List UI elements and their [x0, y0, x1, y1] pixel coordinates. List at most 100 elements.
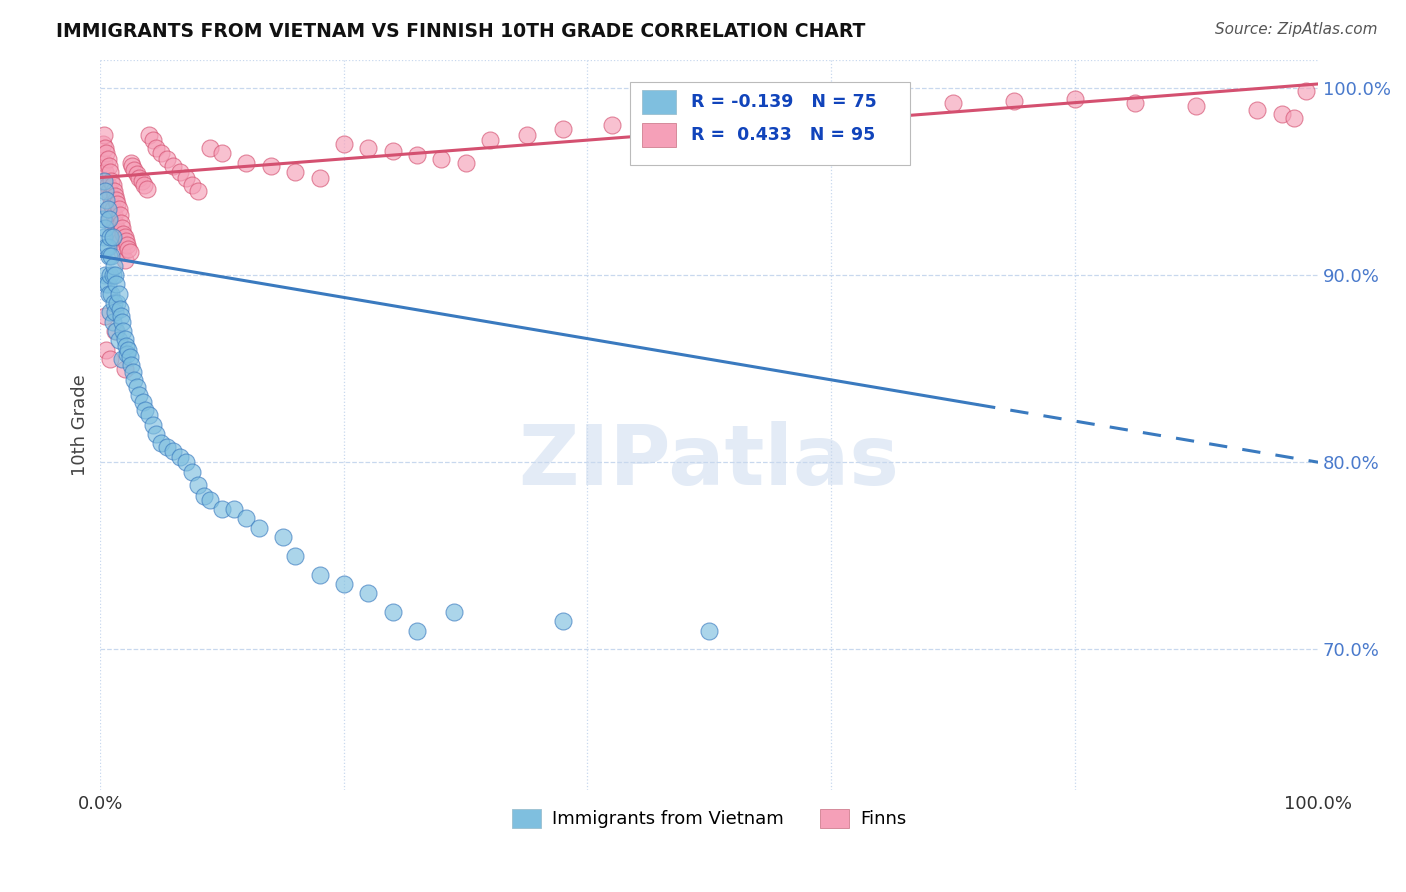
Point [111, 221, 134, 235]
Point [138, 409, 160, 423]
FancyBboxPatch shape [643, 123, 676, 147]
Point [115, 238, 138, 252]
Point [120, 155, 142, 169]
Point [145, 427, 167, 442]
Point [118, 351, 141, 365]
Point [260, 159, 283, 173]
Point [115, 346, 138, 360]
Point [224, 502, 246, 516]
Point [454, 155, 477, 169]
Point [101, 268, 124, 282]
Point [101, 230, 124, 244]
Point [91, 136, 114, 151]
Point [107, 230, 129, 244]
Point [114, 230, 136, 244]
Y-axis label: 10th Grade: 10th Grade [72, 374, 89, 475]
Point [145, 140, 167, 154]
Point [247, 521, 270, 535]
Point [156, 152, 179, 166]
Point [443, 605, 465, 619]
Point [284, 165, 307, 179]
Point [103, 184, 125, 198]
Point [118, 245, 141, 260]
Point [114, 361, 136, 376]
Point [93, 128, 115, 142]
Point [150, 146, 173, 161]
Point [120, 358, 142, 372]
Point [162, 159, 184, 173]
Point [101, 315, 124, 329]
Point [93, 174, 115, 188]
Point [94, 309, 117, 323]
Point [98, 165, 121, 179]
Point [1295, 85, 1317, 99]
Point [105, 296, 128, 310]
Point [98, 268, 121, 282]
Point [156, 440, 179, 454]
Point [96, 174, 118, 188]
Point [114, 252, 136, 267]
Point [125, 167, 148, 181]
Point [104, 305, 127, 319]
Point [174, 455, 197, 469]
Point [169, 165, 191, 179]
Point [111, 352, 134, 367]
Point [308, 170, 330, 185]
Point [94, 221, 117, 235]
Point [115, 339, 138, 353]
Point [103, 259, 125, 273]
Point [110, 215, 132, 229]
Point [553, 615, 575, 629]
Point [187, 477, 209, 491]
Point [114, 332, 136, 346]
Text: R =  0.433   N = 95: R = 0.433 N = 95 [690, 126, 875, 144]
Point [100, 249, 122, 263]
Point [94, 165, 117, 179]
Point [211, 502, 233, 516]
Point [100, 196, 122, 211]
Point [97, 211, 120, 226]
Point [96, 240, 118, 254]
Point [94, 140, 117, 154]
Point [187, 184, 209, 198]
Point [112, 227, 135, 241]
Point [134, 178, 156, 192]
Text: R = -0.139   N = 75: R = -0.139 N = 75 [690, 93, 877, 111]
Point [1125, 95, 1147, 110]
Point [479, 133, 502, 147]
Point [135, 182, 157, 196]
Point [1002, 94, 1025, 108]
Point [97, 249, 120, 263]
Point [96, 277, 118, 292]
Point [333, 136, 356, 151]
Point [880, 99, 903, 113]
Point [1246, 103, 1268, 117]
Point [100, 286, 122, 301]
Point [132, 395, 155, 409]
Point [125, 380, 148, 394]
Point [108, 208, 131, 222]
Point [1185, 99, 1208, 113]
Point [96, 193, 118, 207]
Point [98, 352, 121, 367]
Point [103, 296, 125, 310]
Point [1282, 111, 1305, 125]
Point [112, 324, 135, 338]
Point [97, 184, 120, 198]
Point [131, 174, 153, 188]
Point [553, 121, 575, 136]
Point [124, 163, 146, 178]
Legend: Immigrants from Vietnam, Finns: Immigrants from Vietnam, Finns [505, 802, 914, 836]
Point [180, 178, 202, 192]
Point [333, 577, 356, 591]
Point [97, 152, 120, 166]
Point [105, 193, 128, 207]
Point [357, 140, 380, 154]
Point [142, 417, 165, 432]
Point [174, 170, 197, 185]
Point [138, 128, 160, 142]
Point [122, 365, 145, 379]
Point [104, 215, 127, 229]
Point [162, 444, 184, 458]
Point [98, 189, 121, 203]
